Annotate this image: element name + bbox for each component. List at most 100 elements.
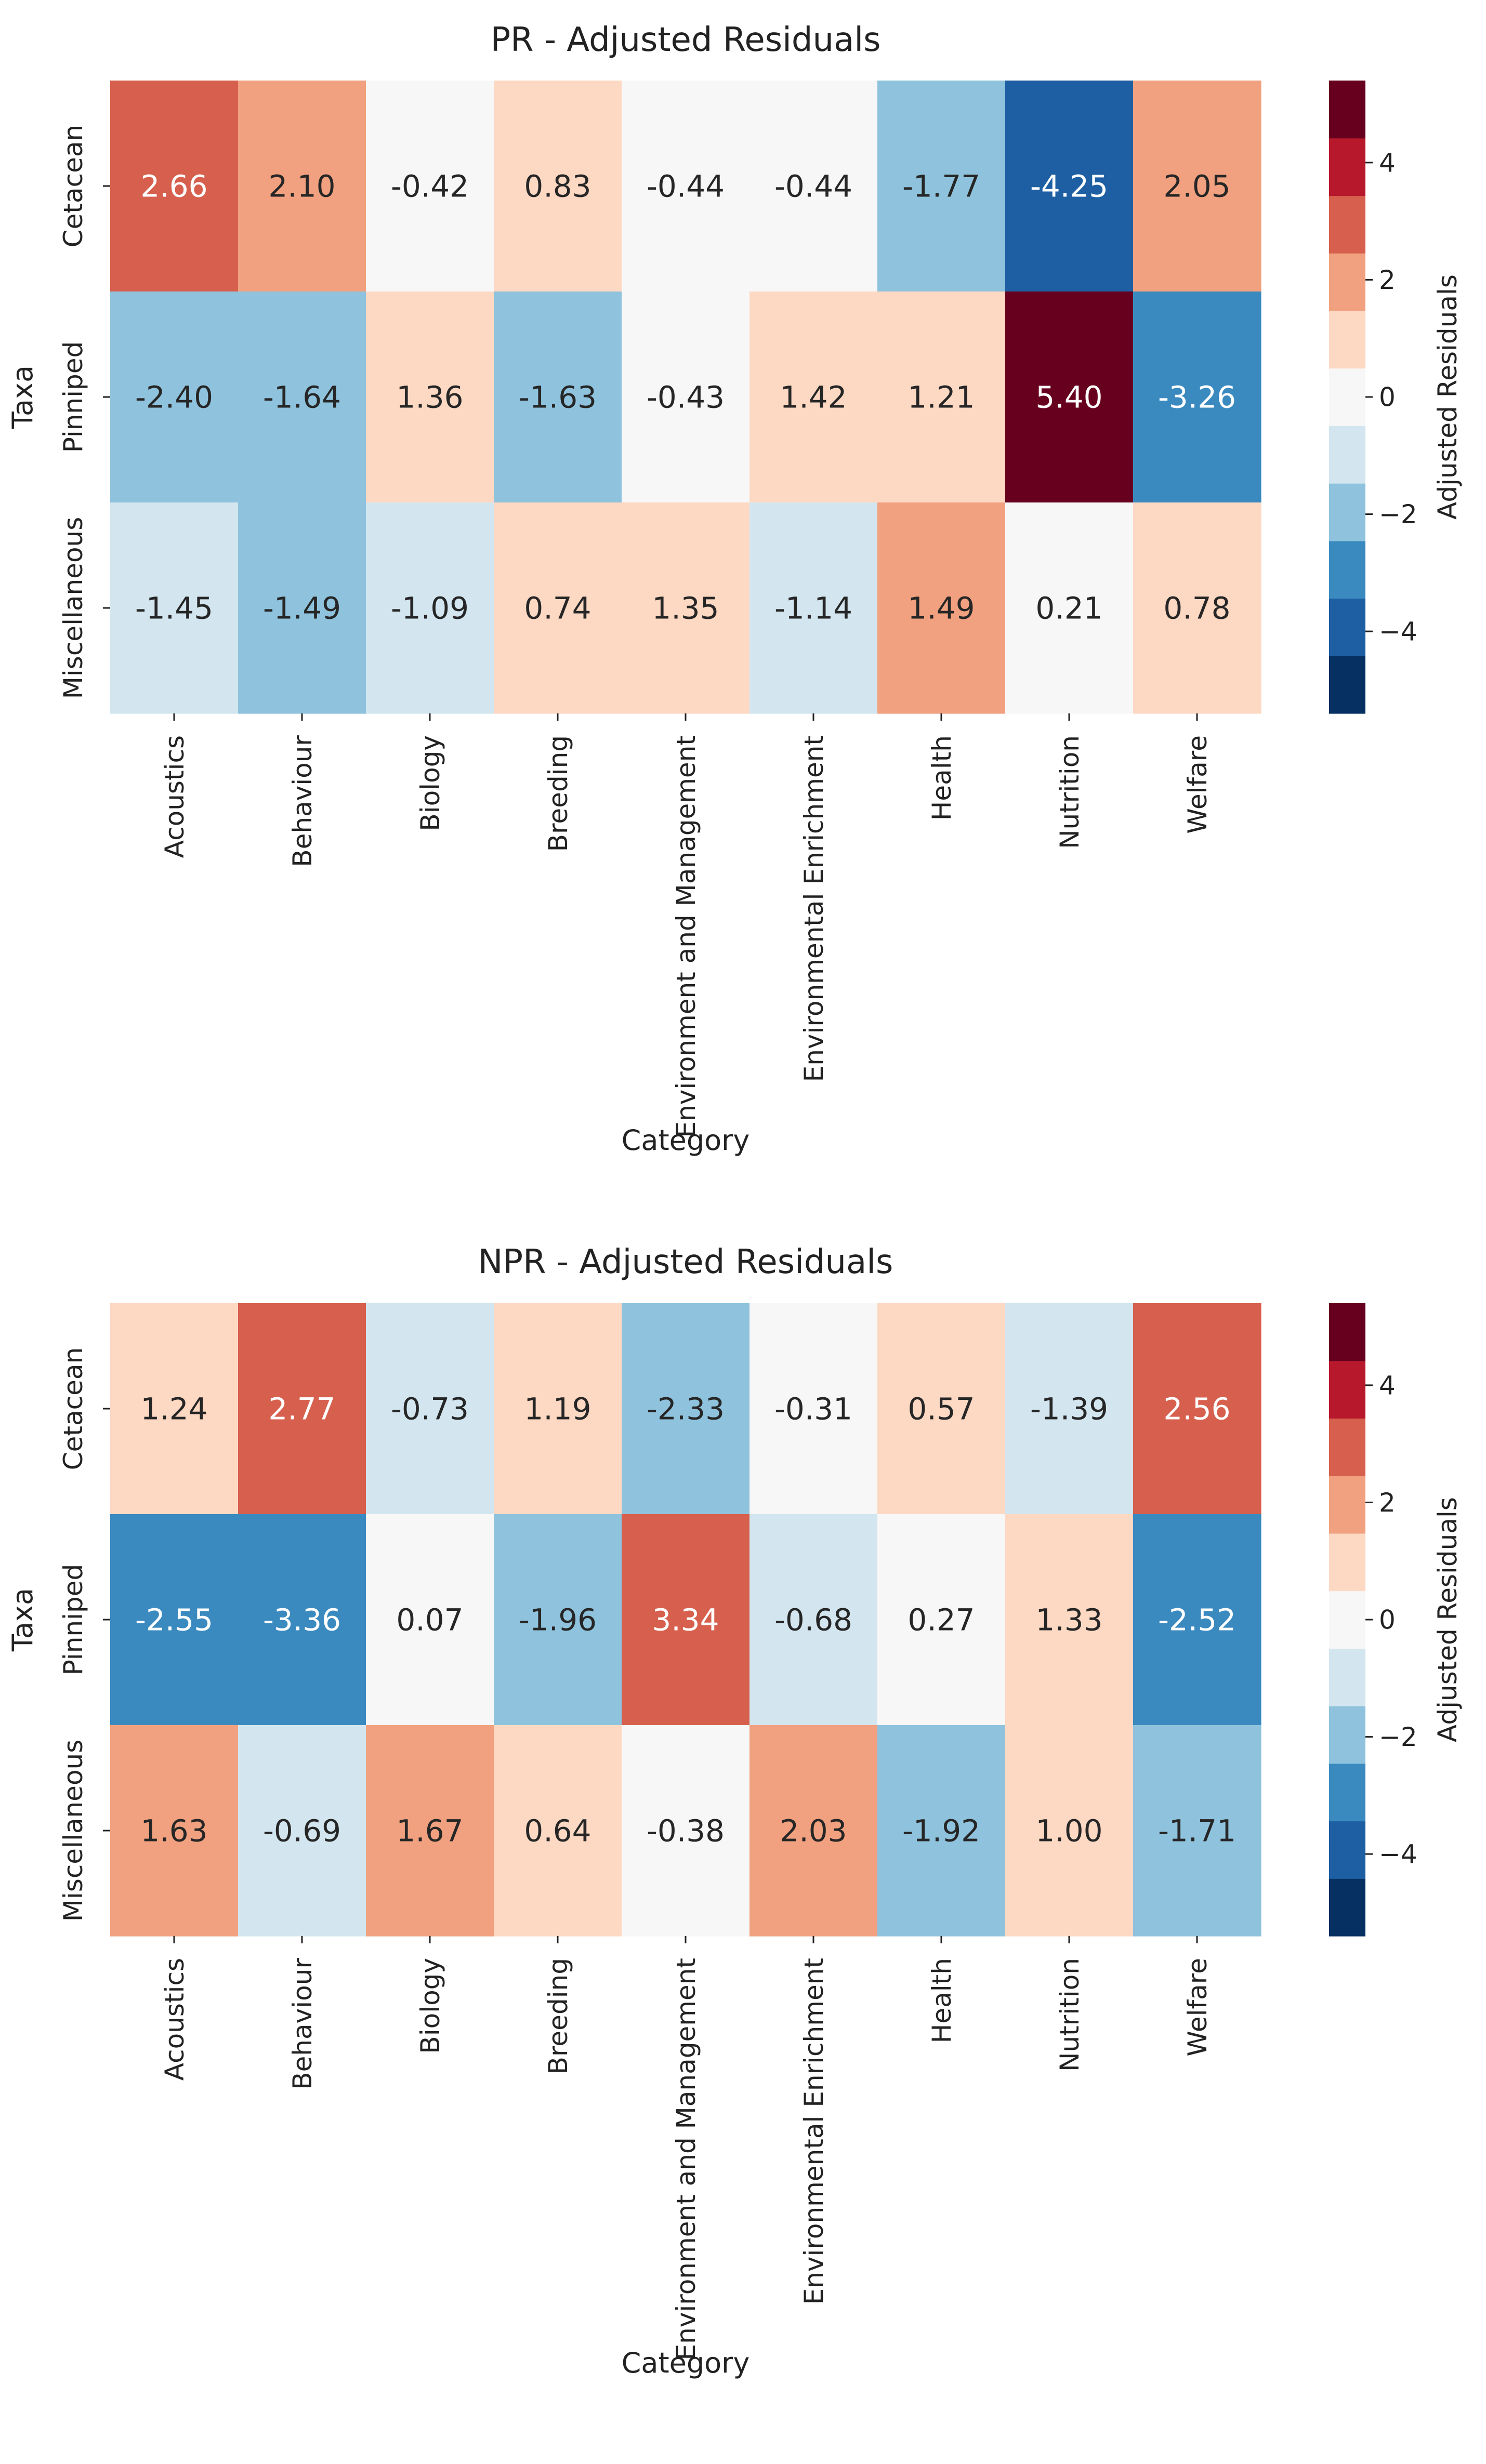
cell-value-label: 2.03	[780, 1813, 847, 1848]
colorbar-tick-label: 0	[1379, 1605, 1396, 1635]
heatmap-cell	[1005, 292, 1134, 503]
heatmap-cell	[110, 502, 239, 714]
heatmap-cell	[1005, 1303, 1134, 1515]
cell-value-label: -1.71	[1158, 1813, 1236, 1848]
x-tick-label: Behaviour	[287, 735, 318, 867]
x-tick-label: Welfare	[1182, 735, 1213, 834]
colorbar-swatch	[1329, 426, 1365, 484]
chart-title: NPR - Adjusted Residuals	[478, 1243, 893, 1281]
x-tick-label: Environment and Management	[671, 1958, 701, 2361]
cell-value-label: 3.34	[652, 1602, 719, 1637]
heatmap-cell	[1005, 502, 1134, 714]
x-axis-label: Category	[622, 1124, 750, 1157]
heatmap-cell	[1005, 1514, 1134, 1726]
heatmap-cell	[110, 292, 239, 503]
chart-title: PR - Adjusted Residuals	[491, 21, 881, 59]
colorbar-swatch	[1329, 1476, 1365, 1534]
colorbar-swatch	[1329, 138, 1365, 196]
cell-value-label: 2.77	[268, 1391, 335, 1426]
colorbar-swatch	[1329, 195, 1365, 254]
cell-value-label: -0.44	[647, 168, 725, 204]
x-tick-label: Acoustics	[160, 1958, 190, 2081]
heatmap-cell	[749, 1303, 878, 1515]
cell-value-label: -2.55	[135, 1602, 213, 1637]
colorbar-swatch	[1329, 1303, 1365, 1361]
colorbar-swatch	[1329, 1878, 1365, 1937]
cell-value-label: -4.25	[1030, 168, 1108, 204]
heatmap-cell	[622, 1303, 750, 1515]
cell-value-label: 0.78	[1163, 590, 1230, 626]
colorbar-swatch	[1329, 598, 1365, 656]
cell-value-label: -0.38	[647, 1813, 725, 1848]
colorbar-swatch	[1329, 1763, 1365, 1822]
colorbar-tick-label: 4	[1379, 148, 1396, 178]
cell-value-label: -1.96	[519, 1602, 597, 1637]
cell-value-label: 0.64	[524, 1813, 591, 1848]
cell-value-label: -1.49	[263, 590, 341, 626]
heatmap-cell	[877, 502, 1006, 714]
y-tick-label: Cetacean	[58, 125, 88, 248]
heatmap-cell	[622, 1514, 750, 1726]
cell-value-label: 0.07	[396, 1602, 463, 1637]
heatmap-cell	[877, 81, 1006, 292]
x-tick-label: Breeding	[543, 1958, 573, 2074]
heatmap-cell	[877, 1303, 1006, 1515]
heatmap-cell	[494, 292, 622, 503]
colorbar-swatch	[1329, 81, 1365, 139]
cell-value-label: -1.39	[1030, 1391, 1108, 1426]
heatmap-cell	[110, 81, 239, 292]
x-tick-label: Behaviour	[287, 1958, 318, 2090]
y-axis-label: Taxa	[6, 365, 39, 429]
heatmap-cell	[1005, 1725, 1134, 1937]
cell-value-label: 2.66	[140, 168, 207, 204]
colorbar-label: Adjusted Residuals	[1432, 1497, 1463, 1742]
heatmap-cell	[877, 1514, 1006, 1726]
heatmap-cell	[366, 81, 494, 292]
x-tick-label: Health	[927, 735, 957, 820]
colorbar-tick-label: −2	[1379, 1722, 1417, 1752]
heatmap-cell	[494, 1514, 622, 1726]
heatmap-cell	[366, 1514, 494, 1726]
heatmap-cell	[494, 81, 622, 292]
colorbar-swatch	[1329, 483, 1365, 541]
colorbar-swatch	[1329, 1360, 1365, 1419]
colorbar-tick-label: −4	[1379, 617, 1417, 647]
cell-value-label: 0.21	[1035, 590, 1102, 626]
colorbar-tick-label: 0	[1379, 382, 1396, 413]
heatmap-cell	[494, 502, 622, 714]
heatmap-cell	[1133, 81, 1261, 292]
heatmap-cell	[110, 1514, 239, 1726]
heatmap-cell	[110, 1303, 239, 1515]
heatmap-cell	[238, 81, 366, 292]
cell-value-label: 0.57	[908, 1391, 975, 1426]
cell-value-label: -0.68	[774, 1602, 852, 1637]
heatmap-cell	[1133, 1725, 1261, 1937]
cell-value-label: -1.92	[902, 1813, 980, 1848]
y-tick-label: Miscellaneous	[58, 1740, 88, 1922]
cell-value-label: 1.00	[1035, 1813, 1102, 1848]
x-tick-label: Environmental Enrichment	[799, 1958, 829, 2304]
x-axis-label: Category	[622, 2347, 750, 2379]
heatmap-cell	[238, 1514, 366, 1726]
cell-value-label: -0.42	[391, 168, 469, 204]
cell-value-label: -0.43	[647, 379, 725, 415]
colorbar-swatch	[1329, 656, 1365, 714]
heatmap-cell	[238, 292, 366, 503]
cell-value-label: 1.19	[524, 1391, 591, 1426]
heatmap-cell	[1133, 1303, 1261, 1515]
heatmap-cell	[749, 1725, 878, 1937]
cell-value-label: 0.74	[524, 590, 591, 626]
x-tick-label: Health	[927, 1958, 957, 2043]
heatmap-cell	[1133, 292, 1261, 503]
cell-value-label: -3.26	[1158, 379, 1236, 415]
cell-value-label: -0.73	[391, 1391, 469, 1426]
x-tick-label: Breeding	[543, 735, 573, 852]
cell-value-label: 1.49	[908, 590, 975, 626]
x-tick-label: Nutrition	[1055, 1958, 1085, 2072]
cell-value-label: 1.36	[396, 379, 463, 415]
colorbar-swatch	[1329, 1821, 1365, 1879]
heatmap-cell	[877, 292, 1006, 503]
heatmap-cell	[238, 1303, 366, 1515]
y-tick-label: Miscellaneous	[58, 517, 88, 699]
